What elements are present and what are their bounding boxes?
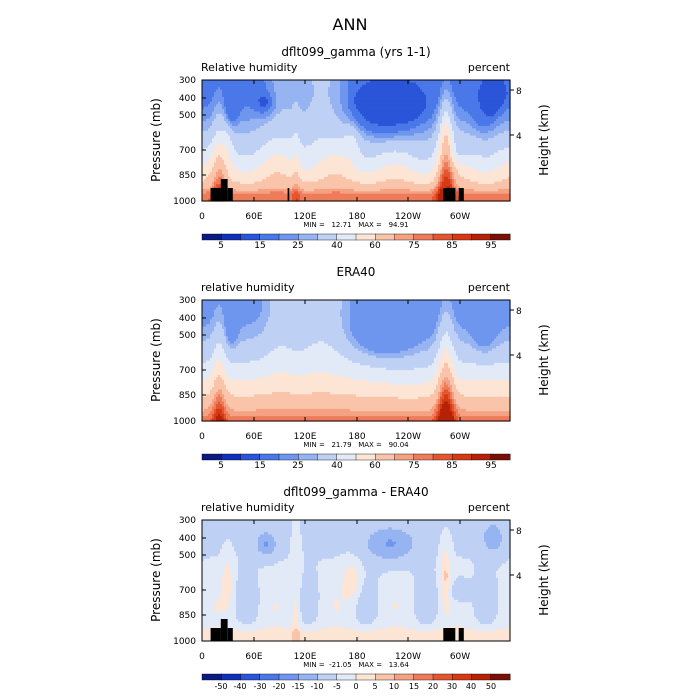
y-axis-label: Pressure (mb) [149, 98, 163, 182]
panel-left-label: Relative humidity [201, 61, 298, 74]
panel-title: dflt099_gamma (yrs 1-1) [281, 45, 430, 59]
panel-right-label: percent [468, 61, 511, 74]
figure-title: ANN [333, 15, 368, 34]
contour-plot [202, 80, 514, 202]
y-axis-label-right: Height (km) [537, 104, 551, 175]
panel-model: dflt099_gamma (yrs 1-1) Relative humidit… [149, 45, 551, 251]
